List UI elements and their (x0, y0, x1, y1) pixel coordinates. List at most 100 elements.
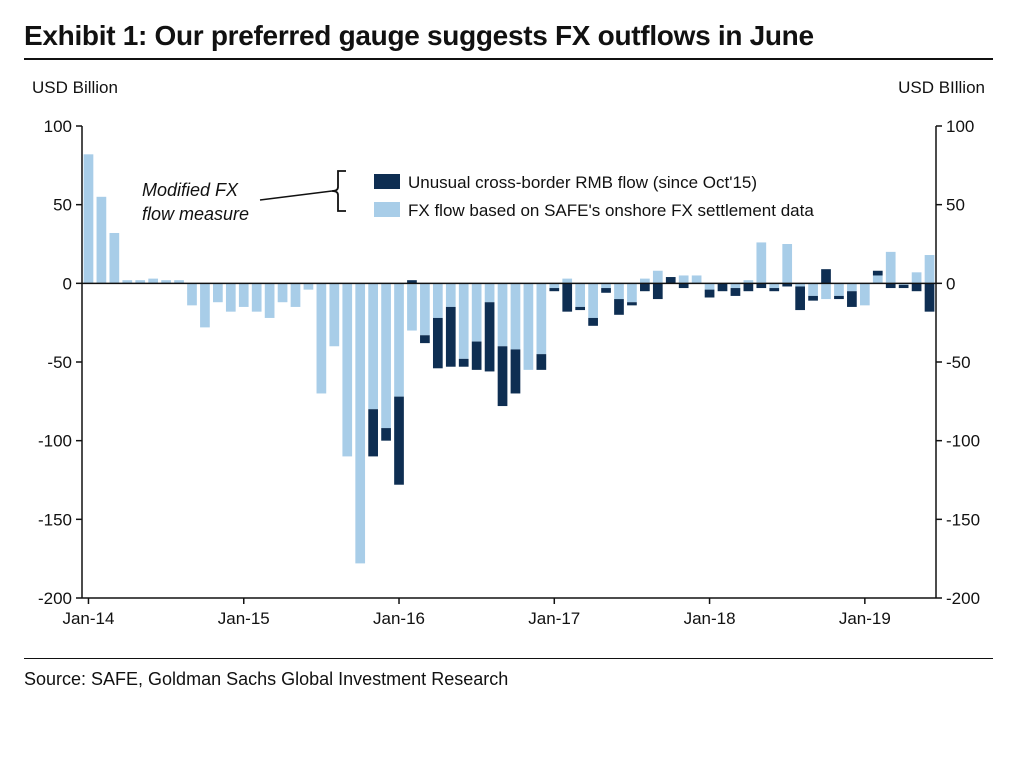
legend-label: Unusual cross-border RMB flow (since Oct… (408, 173, 757, 192)
annotation-text: Modified FX (142, 180, 239, 200)
bar-safe (873, 275, 883, 283)
bar-rmb (899, 285, 909, 288)
bar-safe (912, 272, 922, 283)
bar-safe (498, 283, 508, 346)
bar-rmb (666, 277, 676, 283)
bar-safe (459, 283, 469, 359)
bar-rmb (459, 359, 469, 367)
bar-rmb (769, 288, 779, 291)
svg-text:100: 100 (946, 117, 974, 136)
bar-safe (511, 283, 521, 349)
bar-safe (925, 255, 935, 283)
bar-safe (692, 275, 702, 283)
bar-safe (433, 283, 443, 318)
bar-rmb (562, 283, 572, 311)
chart-area: -200-150-100-50050100-200-150-100-500501… (24, 104, 993, 644)
svg-text:-200: -200 (946, 589, 980, 608)
bar-rmb (575, 307, 585, 310)
bar-safe (368, 283, 378, 409)
bar-safe (834, 283, 844, 296)
bar-rmb (795, 286, 805, 310)
bar-safe (200, 283, 210, 327)
bar-safe (575, 283, 585, 307)
bar-safe (304, 283, 314, 289)
svg-text:-50: -50 (47, 353, 72, 372)
bar-safe (860, 283, 870, 305)
svg-text:-100: -100 (946, 432, 980, 451)
chart-title: Exhibit 1: Our preferred gauge suggests … (24, 20, 993, 52)
bar-safe (213, 283, 223, 302)
bar-rmb (614, 299, 624, 315)
bar-rmb (536, 354, 546, 370)
svg-text:Jan-14: Jan-14 (62, 609, 114, 628)
svg-text:100: 100 (44, 117, 72, 136)
svg-text:-150: -150 (38, 510, 72, 529)
bar-rmb (472, 342, 482, 370)
bar-rmb (394, 397, 404, 485)
svg-text:50: 50 (53, 196, 72, 215)
title-divider (24, 58, 993, 60)
bar-safe (342, 283, 352, 456)
bar-rmb (381, 428, 391, 441)
bar-safe (420, 283, 430, 335)
bar-rmb (549, 288, 559, 291)
bar-rmb (821, 269, 831, 283)
legend-swatch (374, 202, 400, 217)
bar-safe (407, 283, 417, 330)
source-text: Source: SAFE, Goldman Sachs Global Inves… (24, 669, 993, 690)
bar-rmb (873, 271, 883, 276)
bar-safe (485, 283, 495, 302)
bar-safe (226, 283, 236, 311)
bar-rmb (640, 283, 650, 291)
bar-rmb (588, 318, 598, 326)
bar-safe (97, 197, 107, 284)
bar-rmb (912, 283, 922, 291)
bar-safe (536, 283, 546, 354)
bar-safe (821, 283, 831, 299)
bar-safe (705, 283, 715, 289)
bar-safe (291, 283, 301, 307)
svg-text:0: 0 (946, 274, 955, 293)
svg-text:0: 0 (63, 274, 72, 293)
chart-svg: -200-150-100-50050100-200-150-100-500501… (24, 104, 993, 644)
svg-text:Jan-16: Jan-16 (373, 609, 425, 628)
bar-safe (588, 283, 598, 318)
legend-swatch (374, 174, 400, 189)
bar-safe (756, 242, 766, 283)
y-axis-label-left: USD Billion (32, 78, 118, 98)
svg-text:Jan-17: Jan-17 (528, 609, 580, 628)
bar-safe (627, 283, 637, 302)
legend-label: FX flow based on SAFE's onshore FX settl… (408, 201, 814, 220)
bar-safe (329, 283, 339, 346)
y-axis-label-right: USD BIllion (898, 78, 985, 98)
bar-safe (278, 283, 288, 302)
bar-safe (84, 154, 94, 283)
svg-text:-50: -50 (946, 353, 971, 372)
bar-safe (355, 283, 365, 563)
bar-safe (847, 283, 857, 291)
bar-rmb (731, 288, 741, 296)
bar-safe (653, 271, 663, 284)
bar-rmb (718, 283, 728, 291)
bar-rmb (420, 335, 430, 343)
svg-text:-150: -150 (946, 510, 980, 529)
bar-safe (782, 244, 792, 283)
legend-bracket (332, 171, 346, 211)
bar-rmb (847, 291, 857, 307)
bar-safe (265, 283, 275, 318)
bar-rmb (498, 346, 508, 406)
bar-safe (239, 283, 249, 307)
bar-safe (524, 283, 534, 370)
bar-safe (109, 233, 119, 283)
axis-labels-top: USD Billion USD BIllion (24, 78, 993, 104)
bar-safe (252, 283, 262, 311)
bar-safe (886, 252, 896, 283)
svg-text:-100: -100 (38, 432, 72, 451)
bar-rmb (705, 290, 715, 298)
bar-rmb (485, 302, 495, 371)
annotation-text: flow measure (142, 204, 249, 224)
svg-text:Jan-19: Jan-19 (839, 609, 891, 628)
bar-safe (472, 283, 482, 341)
bar-rmb (834, 296, 844, 299)
svg-text:Jan-18: Jan-18 (684, 609, 736, 628)
